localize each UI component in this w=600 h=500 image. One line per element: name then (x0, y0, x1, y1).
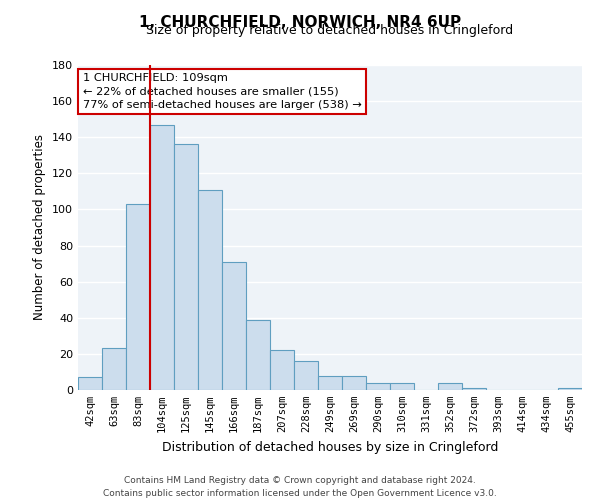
Y-axis label: Number of detached properties: Number of detached properties (34, 134, 46, 320)
Bar (342, 376, 366, 390)
Bar (366, 383, 390, 390)
Bar (126, 204, 150, 390)
Title: Size of property relative to detached houses in Cringleford: Size of property relative to detached ho… (146, 24, 514, 38)
Bar (270, 350, 294, 390)
Bar (462, 388, 486, 390)
Bar (78, 378, 102, 390)
Bar (198, 190, 222, 390)
Bar (438, 383, 462, 390)
Bar (102, 348, 126, 390)
Bar (558, 388, 582, 390)
Bar (294, 361, 318, 390)
Bar (222, 262, 246, 390)
Text: Contains HM Land Registry data © Crown copyright and database right 2024.
Contai: Contains HM Land Registry data © Crown c… (103, 476, 497, 498)
Bar (246, 320, 270, 390)
Text: 1 CHURCHFIELD: 109sqm
← 22% of detached houses are smaller (155)
77% of semi-det: 1 CHURCHFIELD: 109sqm ← 22% of detached … (83, 73, 362, 110)
Text: 1, CHURCHFIELD, NORWICH, NR4 6UP: 1, CHURCHFIELD, NORWICH, NR4 6UP (139, 15, 461, 30)
Bar (390, 383, 414, 390)
Bar (150, 124, 174, 390)
Bar (174, 144, 198, 390)
X-axis label: Distribution of detached houses by size in Cringleford: Distribution of detached houses by size … (162, 440, 498, 454)
Bar (318, 376, 342, 390)
